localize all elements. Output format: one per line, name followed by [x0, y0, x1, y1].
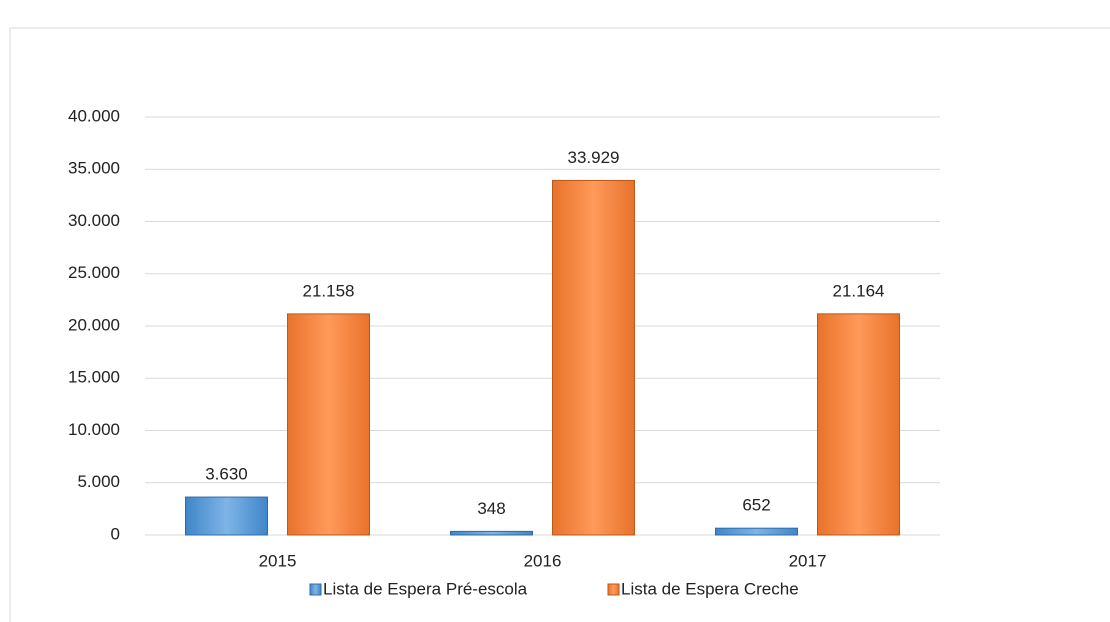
data-label: 21.164: [833, 281, 885, 300]
bar: [715, 527, 798, 536]
data-label: 3.630: [205, 465, 248, 484]
data-label: 21.158: [303, 281, 355, 300]
legend-label: Lista de Espera Creche: [621, 579, 799, 598]
y-tick-label: 40.000: [68, 106, 120, 125]
y-tick-label: 5.000: [77, 472, 120, 491]
y-tick-label: 30.000: [68, 211, 120, 230]
bar: [185, 496, 268, 536]
bar: [817, 313, 900, 536]
data-label: 33.929: [568, 148, 620, 167]
legend-swatch: [607, 583, 620, 596]
chart-frame: [9, 27, 1110, 622]
legend-label: Lista de Espera Pré-escola: [323, 579, 528, 598]
x-tick-label: 2016: [524, 551, 562, 570]
bar: [552, 179, 635, 536]
x-tick-label: 2015: [259, 551, 297, 570]
data-label: 652: [742, 496, 770, 515]
bar: [287, 313, 370, 536]
bar: [450, 530, 533, 536]
x-tick-label: 2017: [789, 551, 827, 570]
y-tick-label: 10.000: [68, 420, 120, 439]
y-tick-label: 15.000: [68, 368, 120, 387]
y-tick-label: 35.000: [68, 159, 120, 178]
y-tick-label: 0: [111, 524, 120, 543]
legend-swatch: [309, 583, 322, 596]
y-tick-label: 20.000: [68, 315, 120, 334]
y-tick-label: 25.000: [68, 263, 120, 282]
data-label: 348: [477, 499, 505, 518]
